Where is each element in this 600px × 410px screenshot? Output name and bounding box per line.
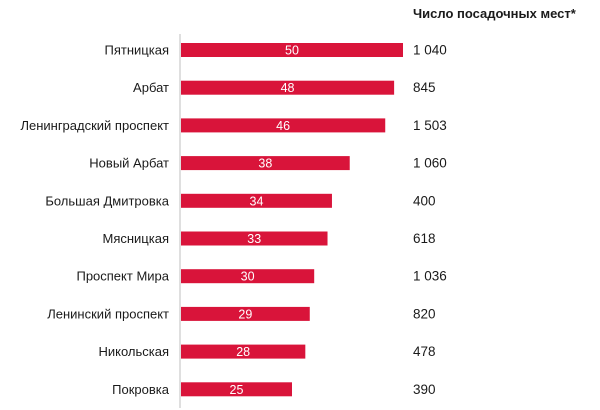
category-label: Пятницкая bbox=[105, 43, 169, 58]
seats-value: 1 060 bbox=[413, 156, 447, 171]
category-label: Ленинградский проспект bbox=[20, 118, 169, 133]
category-label: Арбат bbox=[133, 80, 169, 95]
seats-value: 390 bbox=[413, 382, 436, 397]
category-label: Новый Арбат bbox=[89, 156, 169, 171]
category-label: Покровка bbox=[112, 382, 170, 397]
bar bbox=[181, 43, 403, 57]
category-label: Большая Дмитровка bbox=[45, 193, 169, 208]
bar bbox=[181, 382, 292, 397]
bar bbox=[181, 80, 395, 95]
bar bbox=[181, 156, 350, 171]
seats-column-header: Число посадочных мест* bbox=[413, 6, 577, 21]
category-label: Никольская bbox=[98, 344, 169, 359]
bar bbox=[181, 118, 386, 133]
bar bbox=[181, 193, 332, 208]
seats-value: 1 503 bbox=[413, 118, 447, 133]
bar-value-label: 29 bbox=[238, 307, 252, 321]
category-label: Ленинский проспект bbox=[47, 306, 169, 321]
seats-value: 820 bbox=[413, 306, 436, 321]
bar bbox=[181, 231, 328, 246]
seats-value: 1 040 bbox=[413, 43, 447, 58]
category-label: Проспект Мира bbox=[76, 269, 169, 284]
bar bbox=[181, 344, 306, 359]
bar-value-label: 34 bbox=[250, 194, 264, 208]
bar-value-label: 33 bbox=[247, 232, 261, 246]
seats-value: 1 036 bbox=[413, 269, 447, 284]
bar-value-label: 50 bbox=[285, 44, 299, 58]
bar-value-label: 25 bbox=[230, 383, 244, 397]
seats-value: 845 bbox=[413, 80, 436, 95]
seats-value: 618 bbox=[413, 231, 436, 246]
bar-value-label: 46 bbox=[276, 119, 290, 133]
bar-value-label: 38 bbox=[258, 157, 272, 171]
seats-value: 478 bbox=[413, 344, 436, 359]
bar-value-label: 28 bbox=[236, 345, 250, 359]
bar bbox=[181, 269, 315, 284]
bar bbox=[181, 306, 310, 321]
bar-value-label: 30 bbox=[241, 270, 255, 284]
seats-value: 400 bbox=[413, 193, 436, 208]
bar-value-label: 48 bbox=[281, 81, 295, 95]
category-label: Мясницкая bbox=[103, 231, 170, 246]
